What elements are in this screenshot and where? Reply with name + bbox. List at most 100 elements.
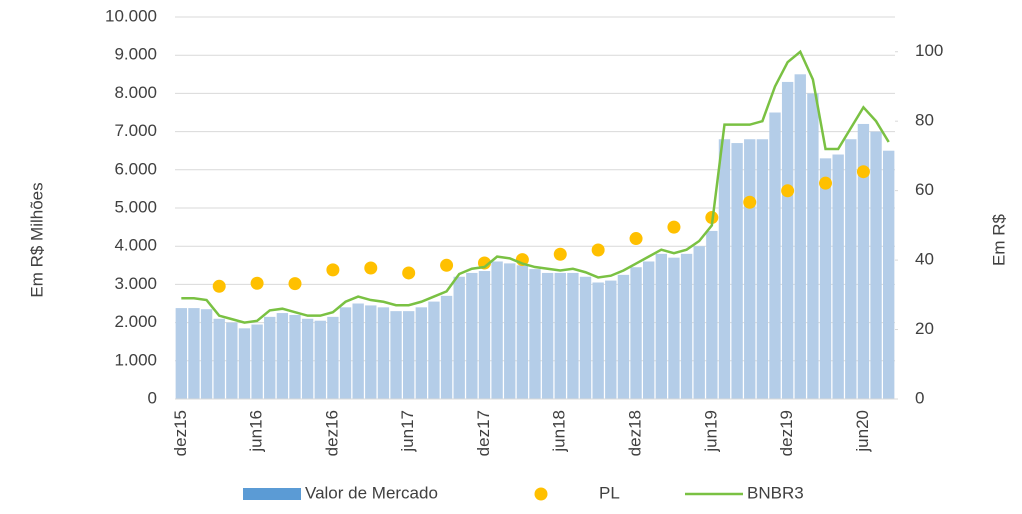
bar bbox=[781, 81, 794, 399]
pl-dot bbox=[212, 279, 226, 293]
y2-tick-label: 0 bbox=[915, 388, 924, 407]
pl-dot bbox=[553, 247, 567, 261]
bar bbox=[188, 308, 200, 399]
bar bbox=[390, 311, 402, 399]
y-tick-label: 1.000 bbox=[114, 350, 157, 369]
bar bbox=[567, 272, 579, 399]
y-tick-label: 3.000 bbox=[114, 274, 157, 293]
y-tick-label: 2.000 bbox=[114, 312, 157, 331]
pl-dot bbox=[288, 277, 302, 291]
y2-tick-label: 40 bbox=[915, 250, 934, 269]
pl-dot bbox=[591, 243, 605, 257]
x-tick-label: jun20 bbox=[853, 410, 872, 453]
bar bbox=[819, 158, 832, 399]
pl-dot bbox=[743, 195, 757, 209]
bar bbox=[718, 139, 731, 400]
bar bbox=[832, 154, 844, 399]
legend-swatch bbox=[534, 487, 548, 501]
x-tick-label: dez18 bbox=[626, 410, 645, 456]
x-tick-label: dez15 bbox=[171, 410, 190, 456]
bar bbox=[276, 313, 289, 399]
y-tick-label: 5.000 bbox=[114, 197, 157, 216]
bar bbox=[617, 274, 630, 399]
bar bbox=[744, 139, 756, 400]
y2-tick-label: 100 bbox=[915, 41, 943, 60]
bar bbox=[377, 307, 390, 399]
x-tick-label: dez19 bbox=[777, 410, 796, 456]
pl-dot bbox=[856, 165, 870, 179]
y2-tick-label: 80 bbox=[915, 111, 934, 130]
bar bbox=[226, 322, 238, 399]
bar bbox=[529, 269, 541, 399]
y2-tick-label: 60 bbox=[915, 180, 934, 199]
pl-dot bbox=[819, 176, 833, 190]
bar bbox=[605, 280, 617, 399]
bar bbox=[175, 308, 187, 399]
y-axis-title: Em R$ Milhões bbox=[27, 182, 46, 297]
bar bbox=[440, 295, 453, 399]
bar bbox=[579, 276, 592, 399]
bar bbox=[794, 74, 806, 400]
bar bbox=[415, 307, 427, 399]
bar bbox=[403, 311, 415, 399]
bar bbox=[365, 305, 377, 399]
x-tick-label: dez17 bbox=[474, 410, 493, 456]
bar bbox=[592, 282, 604, 399]
legend-label: Valor de Mercado bbox=[305, 483, 438, 502]
bar bbox=[655, 253, 667, 399]
x-tick-label: dez16 bbox=[322, 410, 341, 456]
price-line bbox=[181, 49, 890, 324]
bar bbox=[883, 150, 895, 399]
y-tick-label: 0 bbox=[148, 388, 157, 407]
bar bbox=[251, 324, 263, 399]
bar bbox=[870, 131, 882, 399]
bar bbox=[680, 253, 693, 399]
pl-dot bbox=[667, 220, 681, 234]
bar bbox=[731, 143, 743, 399]
y-tick-label: 7.000 bbox=[114, 121, 157, 140]
bar bbox=[238, 328, 251, 399]
bar bbox=[541, 272, 554, 399]
legend-label: PL bbox=[599, 483, 620, 502]
x-tick-label: jun17 bbox=[398, 410, 417, 453]
bar bbox=[769, 112, 781, 399]
bar bbox=[857, 123, 870, 400]
pl-dot bbox=[402, 266, 416, 280]
bar bbox=[693, 246, 705, 399]
y2-tick-label: 20 bbox=[915, 319, 934, 338]
bar bbox=[264, 316, 276, 399]
bar bbox=[301, 318, 314, 399]
pl-dot bbox=[781, 184, 795, 198]
bar bbox=[289, 314, 301, 399]
bar bbox=[554, 272, 566, 399]
x-tick-label: jun16 bbox=[247, 410, 266, 453]
y-tick-label: 4.000 bbox=[114, 236, 157, 255]
pl-dot bbox=[364, 261, 378, 275]
bar bbox=[668, 257, 680, 399]
bar bbox=[213, 318, 225, 399]
bar bbox=[630, 267, 642, 399]
y-tick-label: 6.000 bbox=[114, 159, 157, 178]
bar bbox=[491, 261, 503, 399]
y-tick-label: 8.000 bbox=[114, 83, 157, 102]
bar bbox=[327, 316, 339, 399]
bar bbox=[200, 309, 213, 399]
x-tick-label: jun18 bbox=[550, 410, 569, 453]
bar bbox=[643, 261, 655, 399]
x-tick-label: jun19 bbox=[701, 410, 720, 453]
bar bbox=[845, 139, 857, 400]
bar bbox=[516, 265, 529, 399]
bar bbox=[428, 301, 440, 399]
bar bbox=[478, 271, 491, 399]
bar bbox=[504, 263, 516, 399]
y2-axis-title: Em R$ bbox=[989, 213, 1008, 266]
legend-swatch bbox=[243, 488, 301, 500]
bar bbox=[807, 93, 819, 400]
bar bbox=[756, 139, 769, 400]
y-tick-label: 10.000 bbox=[105, 6, 157, 25]
bar bbox=[314, 320, 326, 399]
pl-dot bbox=[629, 232, 643, 246]
y-tick-label: 9.000 bbox=[114, 45, 157, 64]
pl-dot bbox=[326, 263, 340, 277]
